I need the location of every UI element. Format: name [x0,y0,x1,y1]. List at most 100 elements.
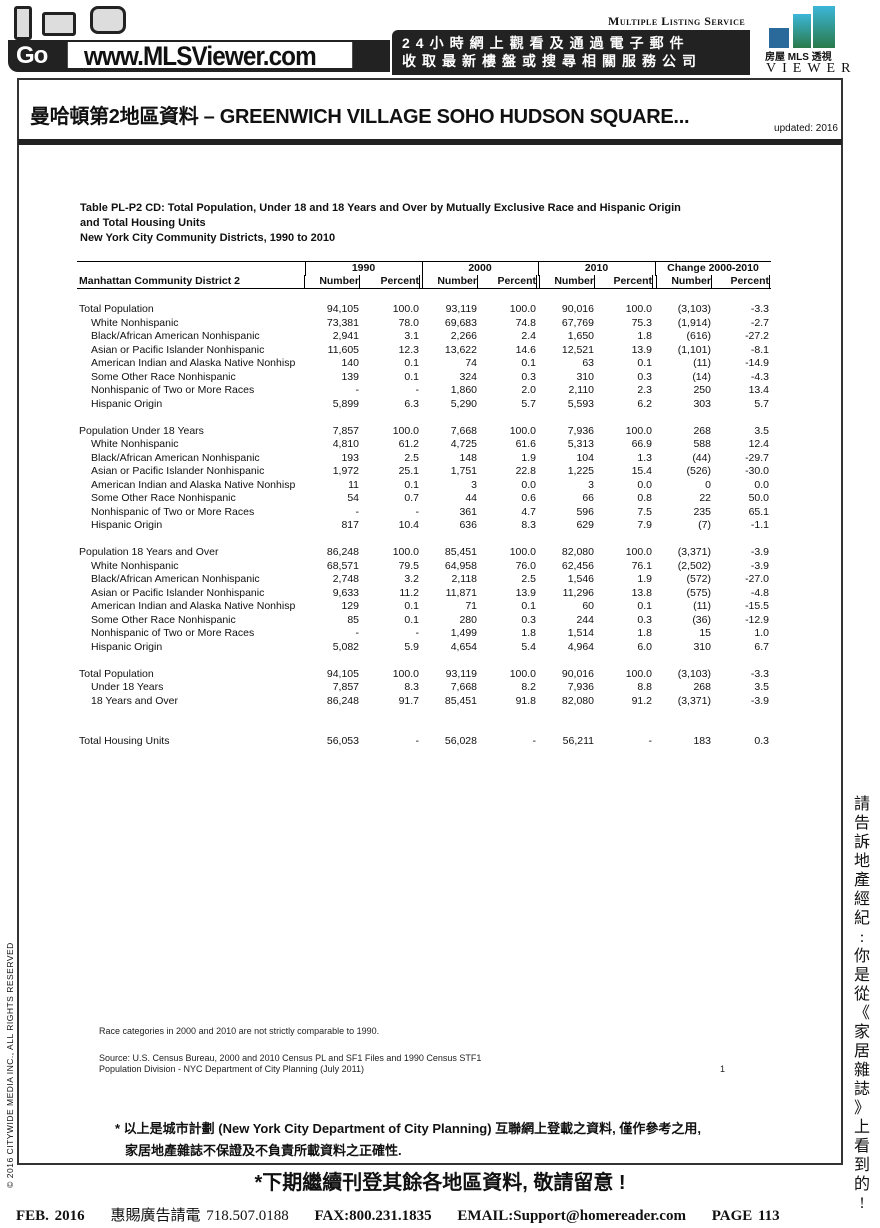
table-row: Some Other Race Nonhispanic 54 0.7 44 0.6 66 0… [77,492,771,506]
row-label: Hispanic Origin [91,397,163,410]
table-cell: 90,016 [561,667,594,680]
table-cell: 13.9 [631,343,652,356]
table-cell: - [415,627,420,639]
table-cell: (572) [686,573,711,585]
table-cell: 61.2 [398,438,419,450]
table-row: Total Housing Units 56,053 - 56,028 - 56,211 -… [77,735,771,749]
row-label: Black/African American Nonhispanic [91,330,260,342]
table-cell: 3.5 [754,681,769,693]
table-cell: (11) [693,357,711,369]
devices-graphic [14,6,134,46]
table-cell: 8.3 [521,519,536,531]
table-cell: 0.3 [521,613,536,626]
footer-page: PAGE 113 [711,1208,780,1224]
table-cell: 91.7 [398,694,419,707]
table-cell: 74.8 [515,316,536,329]
table-cell: 11,605 [327,343,359,356]
table-row: Some Other Race Nonhispanic 139 0.1 324 0.3 3… [77,371,771,385]
spacer-row [77,533,771,547]
table-cell: - [415,384,420,396]
row-label: Population 18 Years and Over [79,546,219,558]
table-cell: 0.3 [521,370,536,383]
table-cell: 3.1 [404,330,419,342]
table-cell: 50.0 [748,492,769,504]
go-label: Go [16,42,48,69]
table-cell: 324 [459,370,477,383]
table-cell: 100.0 [509,424,536,437]
table-cell: 11,296 [562,586,594,599]
row-label: Hispanic Origin [91,640,163,653]
table-cell: 1,751 [450,465,477,477]
row-label: Nonhispanic of Two or More Races [91,384,255,396]
table-cell: 0.6 [521,492,536,504]
table-row: Total Population 94,105 100.0 93,119 100.0 90… [77,668,771,682]
row-label: Total Population [79,667,154,680]
table-cell: 13.9 [515,586,536,599]
table-row: Population Under 18 Years 7,857 100.0 7,668… [77,425,771,439]
table-cell: 140 [341,357,359,369]
table-cell: 1.9 [637,573,652,585]
table-cell: 7,936 [567,424,594,437]
spacer-row [77,411,771,425]
table-cell: 0.1 [404,357,419,369]
row-label: Some Other Race Nonhispanic [91,370,236,383]
table-cell: 235 [693,505,711,518]
table-cell: 85 [347,613,359,626]
mls-viewer-logo: 房屋 MLS 透視 VIEWER [763,6,851,76]
race-note: Race categories in 2000 and 2010 are not… [99,1026,380,1036]
table-cell: -29.7 [745,451,769,464]
column-header: Number [539,275,595,289]
table-cell: 0.8 [637,492,652,504]
footer: FEB. 2016 惠賜廣告請電 718.507.0188 FAX:800.23… [16,1204,800,1225]
table-cell: 25.1 [398,465,419,477]
table-cell: -27.2 [745,330,769,342]
table-cell: 93,119 [445,667,477,680]
table-cell: -14.9 [745,357,769,369]
disclaimer-line2: 家居地產雜誌不保證及不負責所載資料之正確性. [125,1143,402,1158]
table-cell: 73,381 [326,316,359,329]
table-row: White Nonhispanic 73,381 78.0 69,683 74.8 67,… [77,317,771,331]
table-cell: 0.0 [754,478,769,491]
table-cell: -3.9 [750,546,769,558]
table-cell: -12.9 [745,613,769,626]
table-cell: 7,936 [567,681,594,693]
table-cell: (526) [686,465,711,477]
table-cell: 8.3 [404,681,419,693]
row-label: Total Housing Units [79,735,170,747]
table-cell: 0.3 [754,735,769,747]
slogan-line1: 24小時網上觀看及通過電子郵件 [402,35,690,51]
row-label: White Nonhispanic [91,438,179,450]
table-cell: 67,769 [561,316,594,329]
row-label: 18 Years and Over [91,694,178,707]
table-cell: 0.1 [637,357,652,369]
table-cell: 1,860 [450,384,477,396]
table-cell: - [355,627,360,639]
table-cell: 91.8 [515,694,536,707]
table-cell: 2.4 [521,330,536,342]
table-cell: (575) [686,586,711,599]
table-cell: 1.8 [637,330,652,342]
table-row: Asian or Pacific Islander Nonhispanic 11,… [77,344,771,358]
table-cell: 0.1 [404,600,419,612]
table-cell: 6.2 [637,397,652,410]
column-header: Percent [714,275,770,289]
table-cell: 56,028 [444,735,477,747]
table-cell: -8.1 [750,343,769,356]
table-cell: 193 [341,451,359,464]
footer-fax: FAX:800.231.1835 [314,1208,432,1224]
table-cell: 100.0 [392,303,419,315]
site-url[interactable]: www.MLSViewer.com [66,40,354,70]
content-frame [17,78,843,1165]
table-cell: 268 [693,681,711,693]
year-group-header: 2000 [421,262,538,276]
table-row: Population 18 Years and Over 86,248 100.0 8… [77,546,771,560]
table-cell: 6.0 [637,640,652,653]
table-cell: 91.2 [631,694,652,707]
table-cell: 100.0 [509,303,536,315]
table-cell: 74 [465,357,477,369]
table-cell: 6.7 [754,640,769,653]
table-cell: 0.3 [637,613,652,626]
table-row: White Nonhispanic 68,571 79.5 64,958 76.0 62,… [77,560,771,574]
table-cell: 100.0 [625,424,652,437]
row-label: Asian or Pacific Islander Nonhispanic [91,586,265,599]
